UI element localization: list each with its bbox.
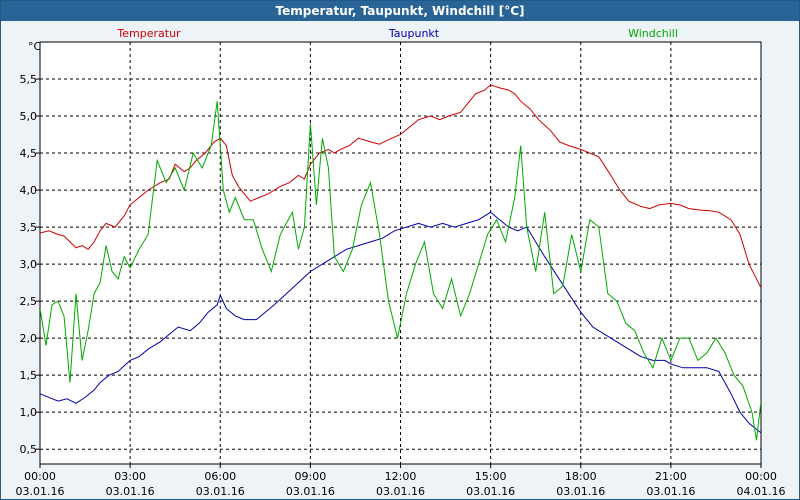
y-tick-label: 2,0 (20, 332, 38, 345)
x-tick-date: 03.01.16 (466, 485, 515, 498)
x-tick-time: 09:00 (295, 470, 327, 483)
x-tick-date: 03.01.16 (16, 485, 65, 498)
x-tick-time: 06:00 (204, 470, 236, 483)
y-tick-label: 5,0 (20, 110, 38, 123)
legend: Temperatur Taupunkt Windchill (116, 27, 678, 40)
y-tick-label: 2,5 (20, 295, 38, 308)
x-axis-ticks: 00:00 03.01.16 03:00 03.01.16 06:00 03.01.16 0… (16, 464, 786, 498)
x-tick-date: 04.01.16 (737, 485, 786, 498)
series-line-taupunkt (40, 211, 761, 434)
series-lines (40, 84, 761, 441)
y-tick-label: 3,5 (20, 221, 38, 234)
x-tick-time: 03:00 (114, 470, 146, 483)
grid (40, 42, 761, 464)
y-tick-label: 4,5 (20, 147, 38, 160)
x-tick-time: 12:00 (385, 470, 417, 483)
x-tick-date: 03.01.16 (196, 485, 245, 498)
x-tick-time: 18:00 (565, 470, 597, 483)
y-tick-label: 1,5 (20, 369, 38, 382)
series-line-windchill (40, 101, 761, 441)
x-tick-time: 00:00 (745, 470, 777, 483)
y-unit-label: °C (28, 40, 42, 53)
x-tick-date: 03.01.16 (286, 485, 335, 498)
legend-entry-windchill: Windchill (628, 27, 678, 40)
y-tick-label: 1,0 (20, 406, 38, 419)
x-tick-date: 03.01.16 (376, 485, 425, 498)
x-tick-time: 00:00 (24, 470, 56, 483)
y-axis-ticks: 0,5 1,0 1,5 2,0 2,5 3,0 3,5 4,0 4,5 5,0 5,5 (20, 73, 40, 456)
legend-entry-taupunkt: Taupunkt (388, 27, 440, 40)
y-tick-label: 5,5 (20, 73, 38, 86)
series-line-temperatur (40, 84, 761, 289)
x-tick-time: 15:00 (475, 470, 507, 483)
y-tick-label: 3,0 (20, 258, 38, 271)
chart-title: Temperatur, Taupunkt, Windchill [°C] (1, 1, 799, 21)
y-tick-label: 0,5 (20, 443, 38, 456)
x-tick-time: 21:00 (655, 470, 687, 483)
x-tick-date: 03.01.16 (556, 485, 605, 498)
y-tick-label: 4,0 (20, 184, 38, 197)
legend-entry-temperatur: Temperatur (116, 27, 181, 40)
x-tick-date: 03.01.16 (106, 485, 155, 498)
x-tick-date: 03.01.16 (646, 485, 695, 498)
